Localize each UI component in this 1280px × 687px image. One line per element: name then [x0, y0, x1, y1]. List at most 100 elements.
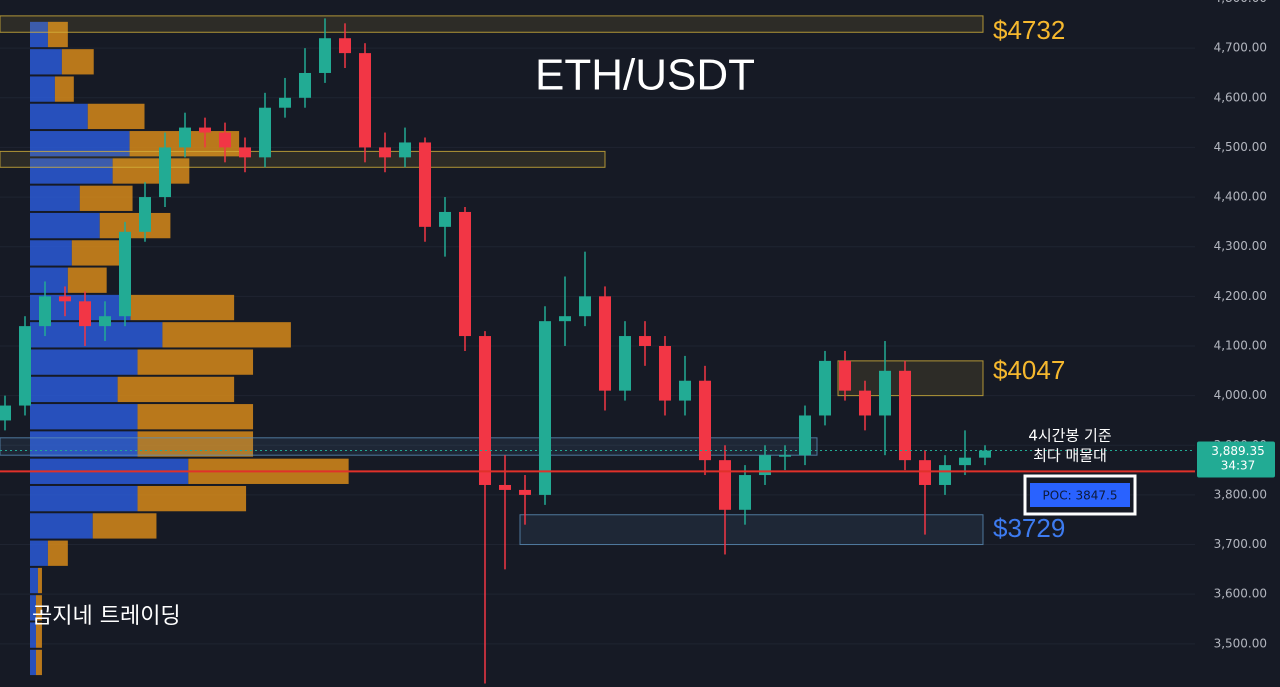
candle-body — [219, 132, 231, 148]
chart-title: ETH/USDT — [535, 51, 755, 100]
candle-body — [459, 211, 471, 337]
profile-sell — [112, 158, 190, 184]
profile-sell — [162, 322, 291, 348]
overlay: POC: 3847.5 $4732 $4047 $3729 3,889.35 — [0, 15, 1275, 543]
candle-body — [359, 53, 371, 148]
candle-body — [99, 316, 111, 327]
profile-buy — [30, 158, 113, 184]
profile-buy — [30, 513, 93, 539]
candle-body — [799, 415, 811, 456]
candle-body — [939, 465, 951, 485]
profile-sell — [137, 349, 254, 375]
y-tick-label: 4,500.00 — [1214, 140, 1267, 154]
candle-body — [139, 197, 151, 232]
candle-body — [399, 142, 411, 158]
candle-body — [239, 147, 251, 158]
y-tick-label: 4,200.00 — [1214, 289, 1267, 303]
profile-sell — [67, 267, 107, 293]
candle-body — [339, 38, 351, 54]
profile-sell — [92, 513, 157, 539]
note-line: 최다 매물대 — [1033, 447, 1107, 465]
profile-buy — [30, 267, 68, 293]
profile-buy — [30, 567, 38, 594]
profile-sell — [137, 485, 247, 512]
y-tick-label: 4,100.00 — [1214, 338, 1267, 352]
y-tick-label: 4,800.00 — [1214, 0, 1267, 5]
candle-body — [779, 455, 791, 457]
last-price-label: 3,889.35 — [1211, 444, 1264, 458]
profile-buy — [30, 349, 138, 375]
profile-sell — [87, 103, 145, 130]
y-tick-label: 4,700.00 — [1214, 41, 1267, 55]
candle-body — [179, 127, 191, 148]
profile-buy — [30, 131, 130, 157]
poc-box-border — [1023, 474, 1137, 516]
profile-buy — [30, 376, 118, 403]
y-tick-label: 3,500.00 — [1214, 636, 1267, 650]
profile-sell — [54, 76, 74, 102]
candle-body — [819, 360, 831, 416]
price-label: $4047 — [993, 355, 1065, 385]
profile-buy — [30, 103, 88, 130]
profile-buy — [30, 404, 138, 430]
profile-buy — [30, 595, 36, 621]
candle-body — [579, 296, 591, 317]
candles — [0, 18, 991, 684]
profile-sell — [61, 49, 94, 75]
profile-buy — [30, 212, 100, 239]
candle-body — [679, 380, 691, 401]
candle-body — [19, 326, 31, 406]
profile-buy — [30, 431, 138, 457]
profile-sell — [47, 21, 68, 48]
y-tick-label: 4,400.00 — [1214, 190, 1267, 204]
candle-body — [719, 460, 731, 510]
profile-sell — [99, 212, 171, 239]
candle-body — [739, 475, 751, 510]
candle-body — [299, 72, 311, 98]
profile-buy — [30, 76, 55, 102]
candle-body — [159, 147, 171, 198]
candle-body — [539, 321, 551, 495]
zone — [0, 150, 606, 168]
y-tick-label: 4,000.00 — [1214, 388, 1267, 402]
profile-sell — [117, 376, 235, 403]
profile-buy — [30, 485, 138, 512]
zone — [0, 15, 984, 33]
profile-buy — [30, 622, 36, 648]
candle-body — [259, 107, 271, 158]
profile-buy — [30, 540, 48, 566]
candle-body — [599, 296, 611, 391]
price-label: $4732 — [993, 15, 1065, 45]
candle-body — [379, 147, 391, 158]
candle-body — [959, 457, 971, 466]
candle-body — [439, 211, 451, 227]
y-tick-label: 3,800.00 — [1214, 487, 1267, 501]
note-line: 4시간봉 기준 — [1028, 427, 1112, 445]
zones — [0, 15, 984, 546]
candle-body — [899, 370, 911, 461]
candle-body — [199, 127, 211, 133]
profile-sell — [71, 240, 120, 266]
candle-body — [919, 460, 931, 485]
candle-body — [519, 489, 531, 495]
profile-sell — [35, 649, 42, 676]
profile-sell — [37, 567, 42, 594]
candle-body — [0, 405, 11, 421]
candle-body — [419, 142, 431, 227]
profile-buy — [30, 240, 72, 266]
profile-sell — [35, 622, 42, 648]
price-label: $3729 — [993, 513, 1065, 543]
candle-body — [559, 316, 571, 322]
profile-sell — [79, 185, 133, 211]
candle-body — [639, 336, 651, 346]
poc-label: POC: 3847.5 — [1043, 489, 1118, 503]
profile-sell — [35, 595, 42, 621]
profile-buy — [30, 322, 163, 348]
candle-body — [879, 370, 891, 416]
last-price-tag — [1197, 441, 1275, 478]
candle-body — [59, 296, 71, 302]
candle-body — [619, 336, 631, 391]
profile-buy — [30, 185, 80, 211]
candle-body — [479, 336, 491, 485]
